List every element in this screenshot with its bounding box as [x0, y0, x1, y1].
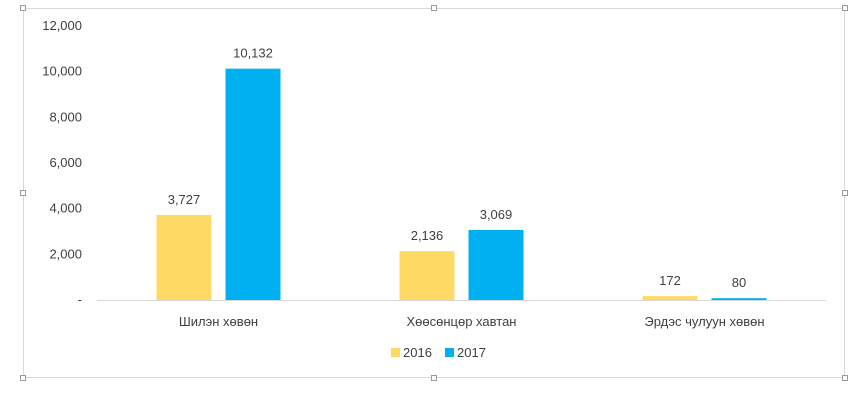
resize-handle-middle-left[interactable]	[20, 190, 26, 196]
data-label: 80	[732, 275, 746, 290]
legend-label: 2016	[403, 345, 432, 360]
y-tick-label: 2,000	[49, 246, 82, 261]
resize-handle-bottom-middle[interactable]	[431, 375, 437, 381]
category-label: Эрдэс чулуун хөвөн	[644, 314, 764, 329]
y-tick-label: -	[78, 292, 82, 307]
bar-2017-2[interactable]	[711, 298, 767, 300]
y-tick-label: 4,000	[49, 201, 82, 216]
bar-2017-1[interactable]	[468, 229, 524, 300]
y-axis: - 2,000 4,000 6,000 8,000 10,000 12,000	[42, 18, 82, 307]
resize-handle-bottom-right[interactable]	[842, 375, 848, 381]
bar-2016-0[interactable]	[156, 214, 212, 300]
legend-swatch-2017	[445, 348, 454, 357]
y-tick-label: 12,000	[42, 18, 82, 33]
resize-handle-bottom-left[interactable]	[20, 375, 26, 381]
y-tick-label: 10,000	[42, 64, 82, 79]
legend-swatch-2016	[391, 348, 400, 357]
data-label: 172	[659, 273, 681, 288]
resize-handle-top-middle[interactable]	[431, 5, 437, 11]
resize-handle-top-right[interactable]	[842, 5, 848, 11]
bar-2016-2[interactable]	[642, 296, 698, 300]
bars	[156, 68, 767, 300]
resize-handle-top-left[interactable]	[20, 5, 26, 11]
data-label: 2,136	[411, 228, 444, 243]
category-label: Шилэн хөвөн	[179, 314, 258, 329]
y-tick-label: 8,000	[49, 109, 82, 124]
bar-2016-1[interactable]	[399, 251, 455, 300]
data-label: 3,069	[480, 207, 513, 222]
resize-handle-middle-right[interactable]	[842, 190, 848, 196]
data-label: 3,727	[168, 192, 201, 207]
y-tick-label: 6,000	[49, 155, 82, 170]
legend-label: 2017	[457, 345, 486, 360]
data-label: 10,132	[233, 46, 273, 61]
category-label: Хөөсөнцөр хавтан	[407, 314, 517, 329]
bar-2017-0[interactable]	[225, 68, 281, 300]
data-labels: 3,727 10,132 2,136 3,069 172 80	[168, 46, 747, 291]
legend: 2016 2017	[391, 345, 486, 360]
category-labels: Шилэн хөвөн Хөөсөнцөр хавтан Эрдэс чулуун …	[179, 314, 765, 329]
